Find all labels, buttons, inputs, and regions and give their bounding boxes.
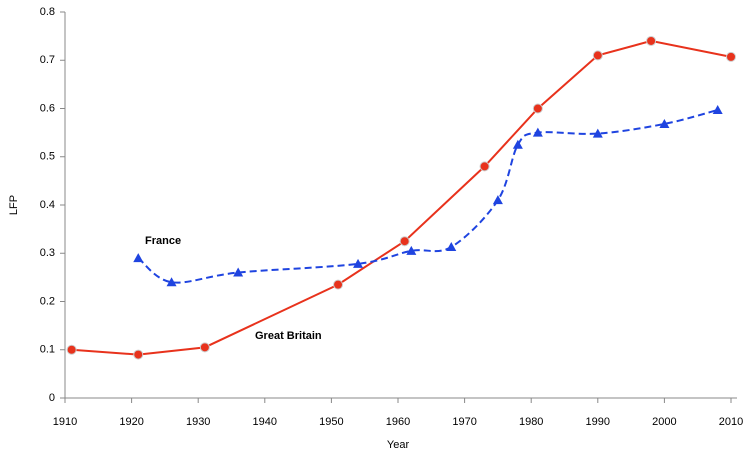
y-tick-label: 0.1 xyxy=(40,344,55,356)
series-annotation: Great Britain xyxy=(255,330,322,342)
point xyxy=(446,241,457,251)
point xyxy=(399,236,410,247)
x-tick-label: 2010 xyxy=(719,416,743,428)
x-tick-label: 1980 xyxy=(519,416,543,428)
point xyxy=(646,35,657,46)
point xyxy=(492,195,503,205)
x-tick-label: 1910 xyxy=(53,416,77,428)
y-tick-label: 0.3 xyxy=(40,247,55,259)
point xyxy=(532,127,543,137)
y-tick-label: 0.7 xyxy=(40,54,55,66)
y-tick-label: 0 xyxy=(49,392,55,404)
point xyxy=(592,128,603,138)
x-tick-label: 1990 xyxy=(586,416,610,428)
point xyxy=(233,267,244,277)
point xyxy=(199,342,210,353)
x-tick-label: 1950 xyxy=(319,416,343,428)
point xyxy=(166,277,177,287)
x-tick-label: 1970 xyxy=(452,416,476,428)
y-tick-label: 0.8 xyxy=(40,6,55,18)
x-tick-label: 1920 xyxy=(119,416,143,428)
point xyxy=(532,103,543,114)
point xyxy=(726,51,736,62)
x-tick-label: 1960 xyxy=(386,416,410,428)
point xyxy=(353,258,364,268)
point xyxy=(66,344,77,355)
x-axis-label: Year xyxy=(387,439,410,451)
x-tick-label: 1930 xyxy=(186,416,210,428)
point xyxy=(133,349,144,360)
point xyxy=(512,139,523,149)
y-tick-label: 0.5 xyxy=(40,151,55,163)
y-tick-label: 0.4 xyxy=(40,199,55,211)
point xyxy=(406,245,417,255)
series-annotation: France xyxy=(145,235,181,247)
y-tick-label: 0.2 xyxy=(40,295,55,307)
point xyxy=(659,118,670,128)
x-tick-label: 2000 xyxy=(652,416,676,428)
point xyxy=(592,50,603,61)
series-line xyxy=(71,39,732,356)
point xyxy=(333,279,344,290)
point xyxy=(479,161,490,172)
y-axis-label: LFP xyxy=(8,195,20,215)
point xyxy=(712,104,723,114)
series-line xyxy=(137,108,718,284)
point xyxy=(133,253,144,263)
x-tick-label: 1940 xyxy=(253,416,277,428)
y-tick-label: 0.6 xyxy=(40,102,55,114)
